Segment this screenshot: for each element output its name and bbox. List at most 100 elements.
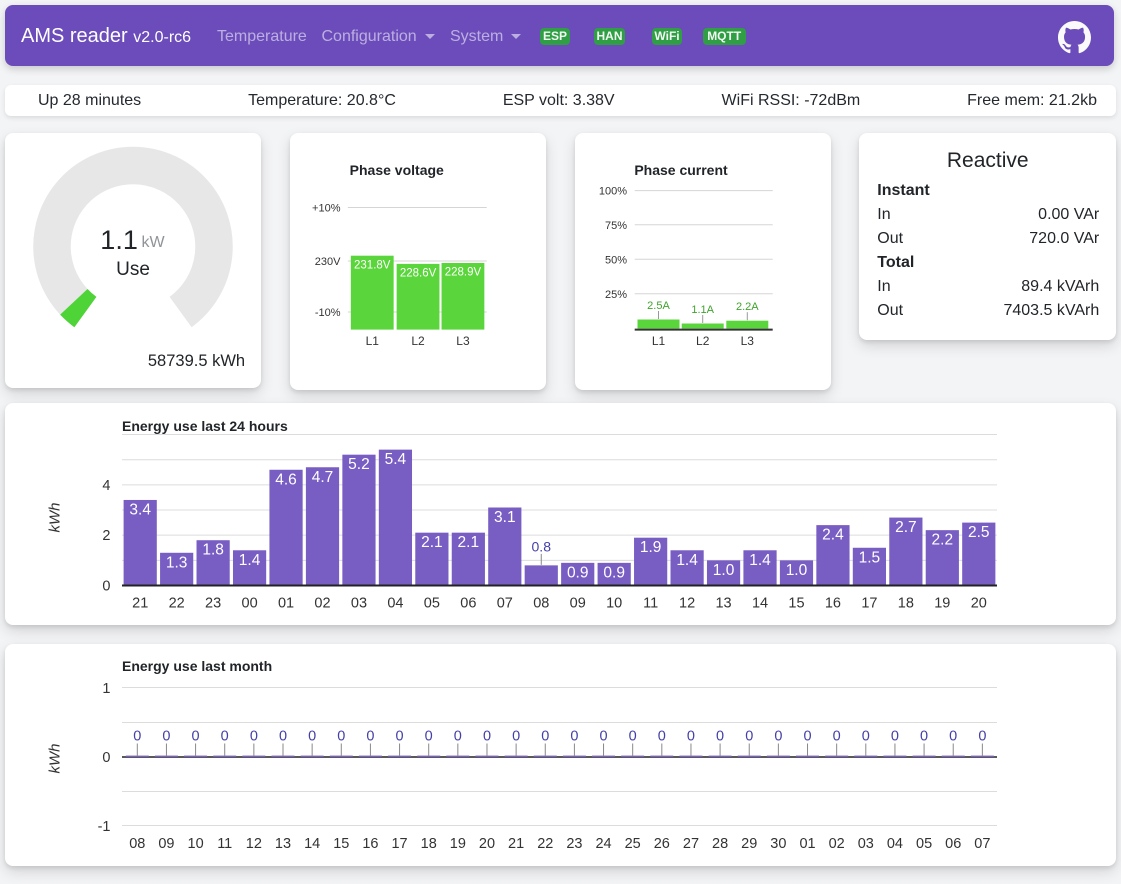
svg-text:13: 13: [715, 596, 731, 612]
svg-text:230V: 230V: [315, 256, 341, 268]
svg-text:1.9: 1.9: [640, 539, 662, 556]
svg-text:26: 26: [654, 836, 670, 852]
svg-text:L3: L3: [456, 334, 470, 348]
svg-text:1.1A: 1.1A: [691, 304, 714, 316]
svg-text:-1: -1: [98, 819, 111, 835]
svg-text:1.4: 1.4: [676, 552, 698, 569]
svg-text:12: 12: [246, 836, 262, 852]
svg-text:100%: 100%: [598, 186, 626, 198]
svg-text:75%: 75%: [604, 220, 626, 232]
svg-text:2.2: 2.2: [932, 532, 954, 549]
svg-text:0: 0: [512, 729, 520, 745]
svg-text:2.4: 2.4: [822, 527, 844, 544]
svg-text:0: 0: [366, 729, 374, 745]
svg-text:20: 20: [971, 596, 987, 612]
svg-text:06: 06: [460, 596, 476, 612]
svg-text:3.4: 3.4: [129, 501, 151, 518]
svg-text:4.6: 4.6: [275, 471, 297, 488]
svg-text:11: 11: [217, 836, 232, 852]
svg-text:21: 21: [508, 836, 524, 852]
svg-text:1: 1: [102, 681, 110, 697]
svg-text:0: 0: [250, 729, 258, 745]
svg-text:0.8: 0.8: [532, 538, 552, 554]
svg-text:1.8: 1.8: [202, 542, 224, 559]
svg-text:0: 0: [454, 729, 462, 745]
svg-text:20: 20: [479, 836, 495, 852]
svg-text:01: 01: [799, 836, 815, 852]
svg-text:03: 03: [858, 836, 874, 852]
svg-text:0: 0: [978, 729, 986, 745]
svg-text:1.0: 1.0: [786, 562, 808, 579]
svg-text:L1: L1: [365, 334, 379, 348]
svg-text:23: 23: [205, 596, 221, 612]
svg-text:L2: L2: [696, 334, 710, 348]
svg-text:16: 16: [825, 596, 841, 612]
svg-text:17: 17: [391, 836, 407, 852]
svg-text:05: 05: [916, 836, 932, 852]
svg-text:4: 4: [102, 478, 110, 494]
svg-text:0: 0: [745, 729, 753, 745]
svg-text:21: 21: [132, 596, 148, 612]
svg-text:27: 27: [683, 836, 699, 852]
svg-text:02: 02: [314, 596, 330, 612]
svg-text:15: 15: [788, 596, 804, 612]
svg-text:15: 15: [333, 836, 349, 852]
svg-text:18: 18: [898, 596, 914, 612]
svg-text:14: 14: [752, 596, 768, 612]
svg-text:2.1: 2.1: [421, 534, 443, 551]
svg-text:3.1: 3.1: [494, 509, 516, 526]
svg-text:0: 0: [483, 729, 491, 745]
svg-text:0.9: 0.9: [603, 564, 625, 581]
svg-text:0: 0: [774, 729, 782, 745]
svg-text:L3: L3: [740, 334, 754, 348]
svg-text:1.4: 1.4: [239, 552, 261, 569]
svg-text:0: 0: [920, 729, 928, 745]
svg-text:0: 0: [541, 729, 549, 745]
svg-text:0: 0: [162, 729, 170, 745]
svg-text:05: 05: [424, 596, 440, 612]
svg-text:10: 10: [188, 836, 204, 852]
svg-text:0: 0: [133, 729, 141, 745]
svg-text:07: 07: [974, 836, 990, 852]
svg-text:29: 29: [741, 836, 757, 852]
svg-text:07: 07: [497, 596, 513, 612]
svg-text:1.3: 1.3: [166, 554, 188, 571]
svg-text:25: 25: [625, 836, 641, 852]
svg-text:0: 0: [803, 729, 811, 745]
svg-text:11: 11: [643, 596, 658, 612]
svg-text:0: 0: [570, 729, 578, 745]
svg-text:5.2: 5.2: [348, 456, 370, 473]
svg-text:0: 0: [716, 729, 724, 745]
svg-text:0.9: 0.9: [567, 564, 589, 581]
svg-text:0: 0: [600, 729, 608, 745]
svg-text:0: 0: [862, 729, 870, 745]
svg-text:1.0: 1.0: [713, 562, 735, 579]
svg-text:08: 08: [129, 836, 145, 852]
svg-text:0: 0: [629, 729, 637, 745]
svg-text:03: 03: [351, 596, 367, 612]
svg-text:19: 19: [450, 836, 466, 852]
svg-text:2.1: 2.1: [458, 534, 480, 551]
svg-text:09: 09: [158, 836, 174, 852]
svg-text:4.7: 4.7: [312, 469, 334, 486]
svg-text:0: 0: [221, 729, 229, 745]
svg-text:25%: 25%: [604, 289, 626, 301]
svg-text:16: 16: [362, 836, 378, 852]
svg-text:19: 19: [934, 596, 950, 612]
svg-text:0: 0: [396, 729, 404, 745]
svg-text:04: 04: [387, 596, 403, 612]
svg-text:+10%: +10%: [312, 203, 341, 215]
svg-text:10: 10: [606, 596, 622, 612]
svg-text:228.6V: 228.6V: [400, 268, 437, 280]
svg-text:0: 0: [687, 729, 695, 745]
svg-text:28: 28: [712, 836, 728, 852]
svg-text:09: 09: [570, 596, 586, 612]
svg-text:00: 00: [242, 596, 258, 612]
svg-text:0: 0: [102, 750, 110, 766]
svg-text:02: 02: [829, 836, 845, 852]
svg-text:0: 0: [279, 729, 287, 745]
svg-text:5.4: 5.4: [385, 451, 407, 468]
svg-text:0: 0: [658, 729, 666, 745]
svg-text:18: 18: [421, 836, 437, 852]
svg-text:0: 0: [337, 729, 345, 745]
